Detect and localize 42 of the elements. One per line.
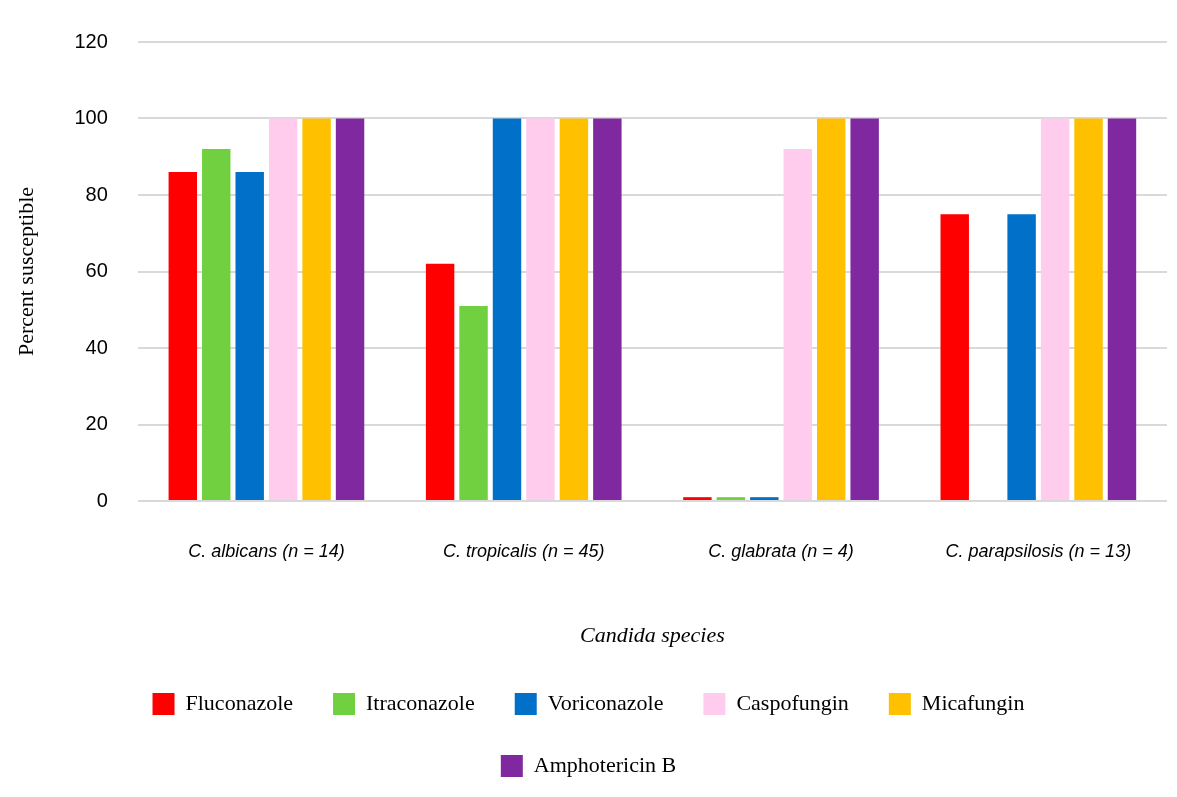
bar	[235, 172, 264, 500]
y-tick-label: 80	[85, 182, 108, 205]
x-tick-label: C. albicans (n = 14)	[188, 540, 345, 561]
y-tick-label: 60	[85, 259, 108, 282]
legend-label: Caspofungin	[736, 689, 849, 715]
x-axis-title: Candida species	[579, 621, 725, 647]
bar	[559, 118, 589, 500]
legend-label: Micafungin	[921, 689, 1025, 715]
y-tick-label: 20	[85, 412, 108, 435]
bar	[268, 118, 298, 500]
bar	[850, 118, 879, 500]
bar	[168, 172, 198, 500]
bar	[425, 263, 455, 500]
bar	[1107, 118, 1137, 500]
bar	[783, 149, 812, 500]
bar	[202, 149, 231, 500]
legend-label: Voriconazole	[547, 689, 664, 715]
y-axis-title: Percent susceptible	[12, 186, 38, 357]
x-tick-label: C. glabrata (n = 4)	[708, 540, 854, 561]
bar	[302, 118, 331, 500]
bar	[593, 118, 622, 500]
bar	[526, 118, 555, 500]
bar	[716, 497, 746, 500]
y-tick-label: 0	[96, 488, 108, 511]
y-tick-label: 40	[85, 335, 108, 358]
bar	[492, 118, 522, 500]
bar	[940, 214, 969, 500]
bar	[750, 497, 779, 500]
y-tick-label: 100	[74, 106, 108, 129]
bar	[335, 118, 365, 500]
x-tick-label: C. parapsilosis (n = 13)	[945, 540, 1132, 561]
x-tick-label: C. tropicalis (n = 45)	[442, 540, 605, 561]
legend-label: Itraconazole	[366, 689, 475, 715]
bar	[459, 305, 488, 500]
bar	[1007, 214, 1036, 500]
bar	[1040, 118, 1070, 500]
y-tick-label: 120	[74, 29, 108, 52]
legend-label: Fluconazole	[185, 689, 294, 715]
bar	[1074, 118, 1103, 500]
legend-label: Amphotericin B	[533, 751, 677, 777]
bar	[683, 497, 712, 500]
bar	[817, 118, 846, 500]
